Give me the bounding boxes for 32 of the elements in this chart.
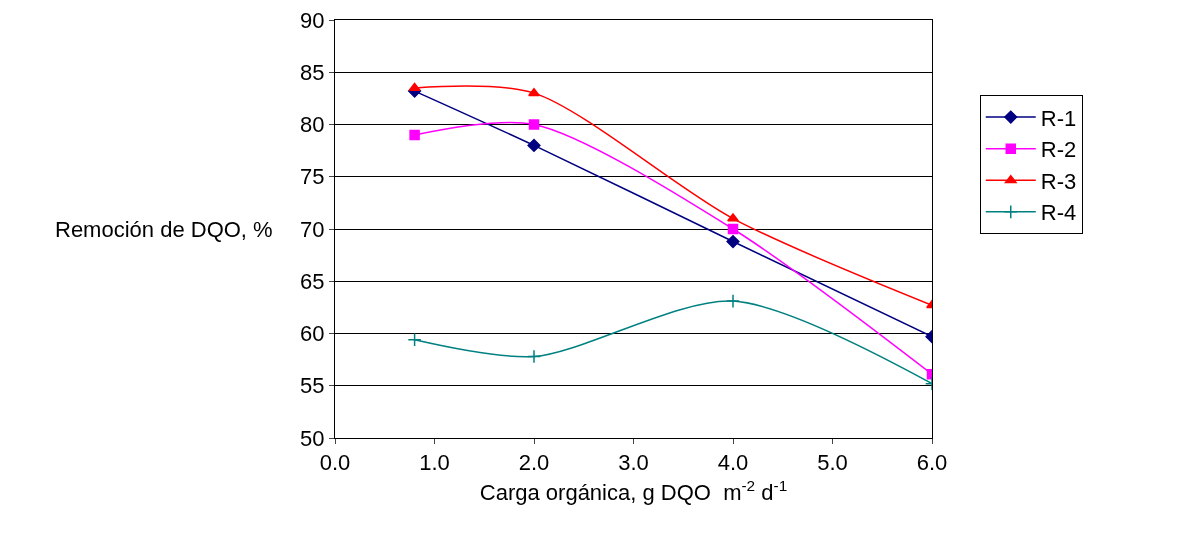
y-axis-title: Remoción de DQO, % bbox=[55, 217, 273, 242]
point bbox=[409, 129, 420, 141]
point bbox=[528, 119, 540, 130]
legend-label: R-1 bbox=[1040, 105, 1077, 131]
y-tick-label: 55 bbox=[300, 373, 325, 399]
y-tick-label: 70 bbox=[300, 216, 325, 242]
y-tick-label: 85 bbox=[300, 59, 325, 85]
y-tick-label: 65 bbox=[300, 268, 325, 294]
point bbox=[527, 138, 541, 152]
x-tick-label: 5.0 bbox=[817, 450, 848, 476]
y-tick-label: 60 bbox=[300, 321, 325, 347]
point bbox=[727, 213, 739, 222]
y-tick-label: 75 bbox=[300, 164, 325, 190]
x-tick-label: 0.0 bbox=[319, 450, 351, 476]
legend-label: R-4 bbox=[1040, 200, 1077, 226]
point bbox=[407, 332, 422, 347]
x-tick-label: 4.0 bbox=[717, 450, 749, 476]
legend-label: R-2 bbox=[1040, 137, 1077, 163]
y-tick-label: 50 bbox=[300, 425, 325, 451]
point bbox=[528, 87, 540, 97]
point bbox=[726, 234, 740, 249]
legend-label: R-3 bbox=[1040, 168, 1077, 194]
y-tick-label: 90 bbox=[300, 7, 325, 33]
x-tick-label: 3.0 bbox=[618, 450, 649, 476]
x-tick-label: 2.0 bbox=[518, 450, 550, 476]
point bbox=[727, 223, 739, 235]
point bbox=[725, 294, 741, 309]
x-tick-label: 1.0 bbox=[419, 450, 450, 476]
x-tick-label: 6.0 bbox=[916, 450, 948, 476]
point bbox=[526, 349, 542, 364]
x-axis-title: Carga orgánica, g DQO m$^{-2}$ d$^{-1}$ bbox=[479, 477, 788, 506]
y-tick-label: 80 bbox=[300, 112, 325, 138]
